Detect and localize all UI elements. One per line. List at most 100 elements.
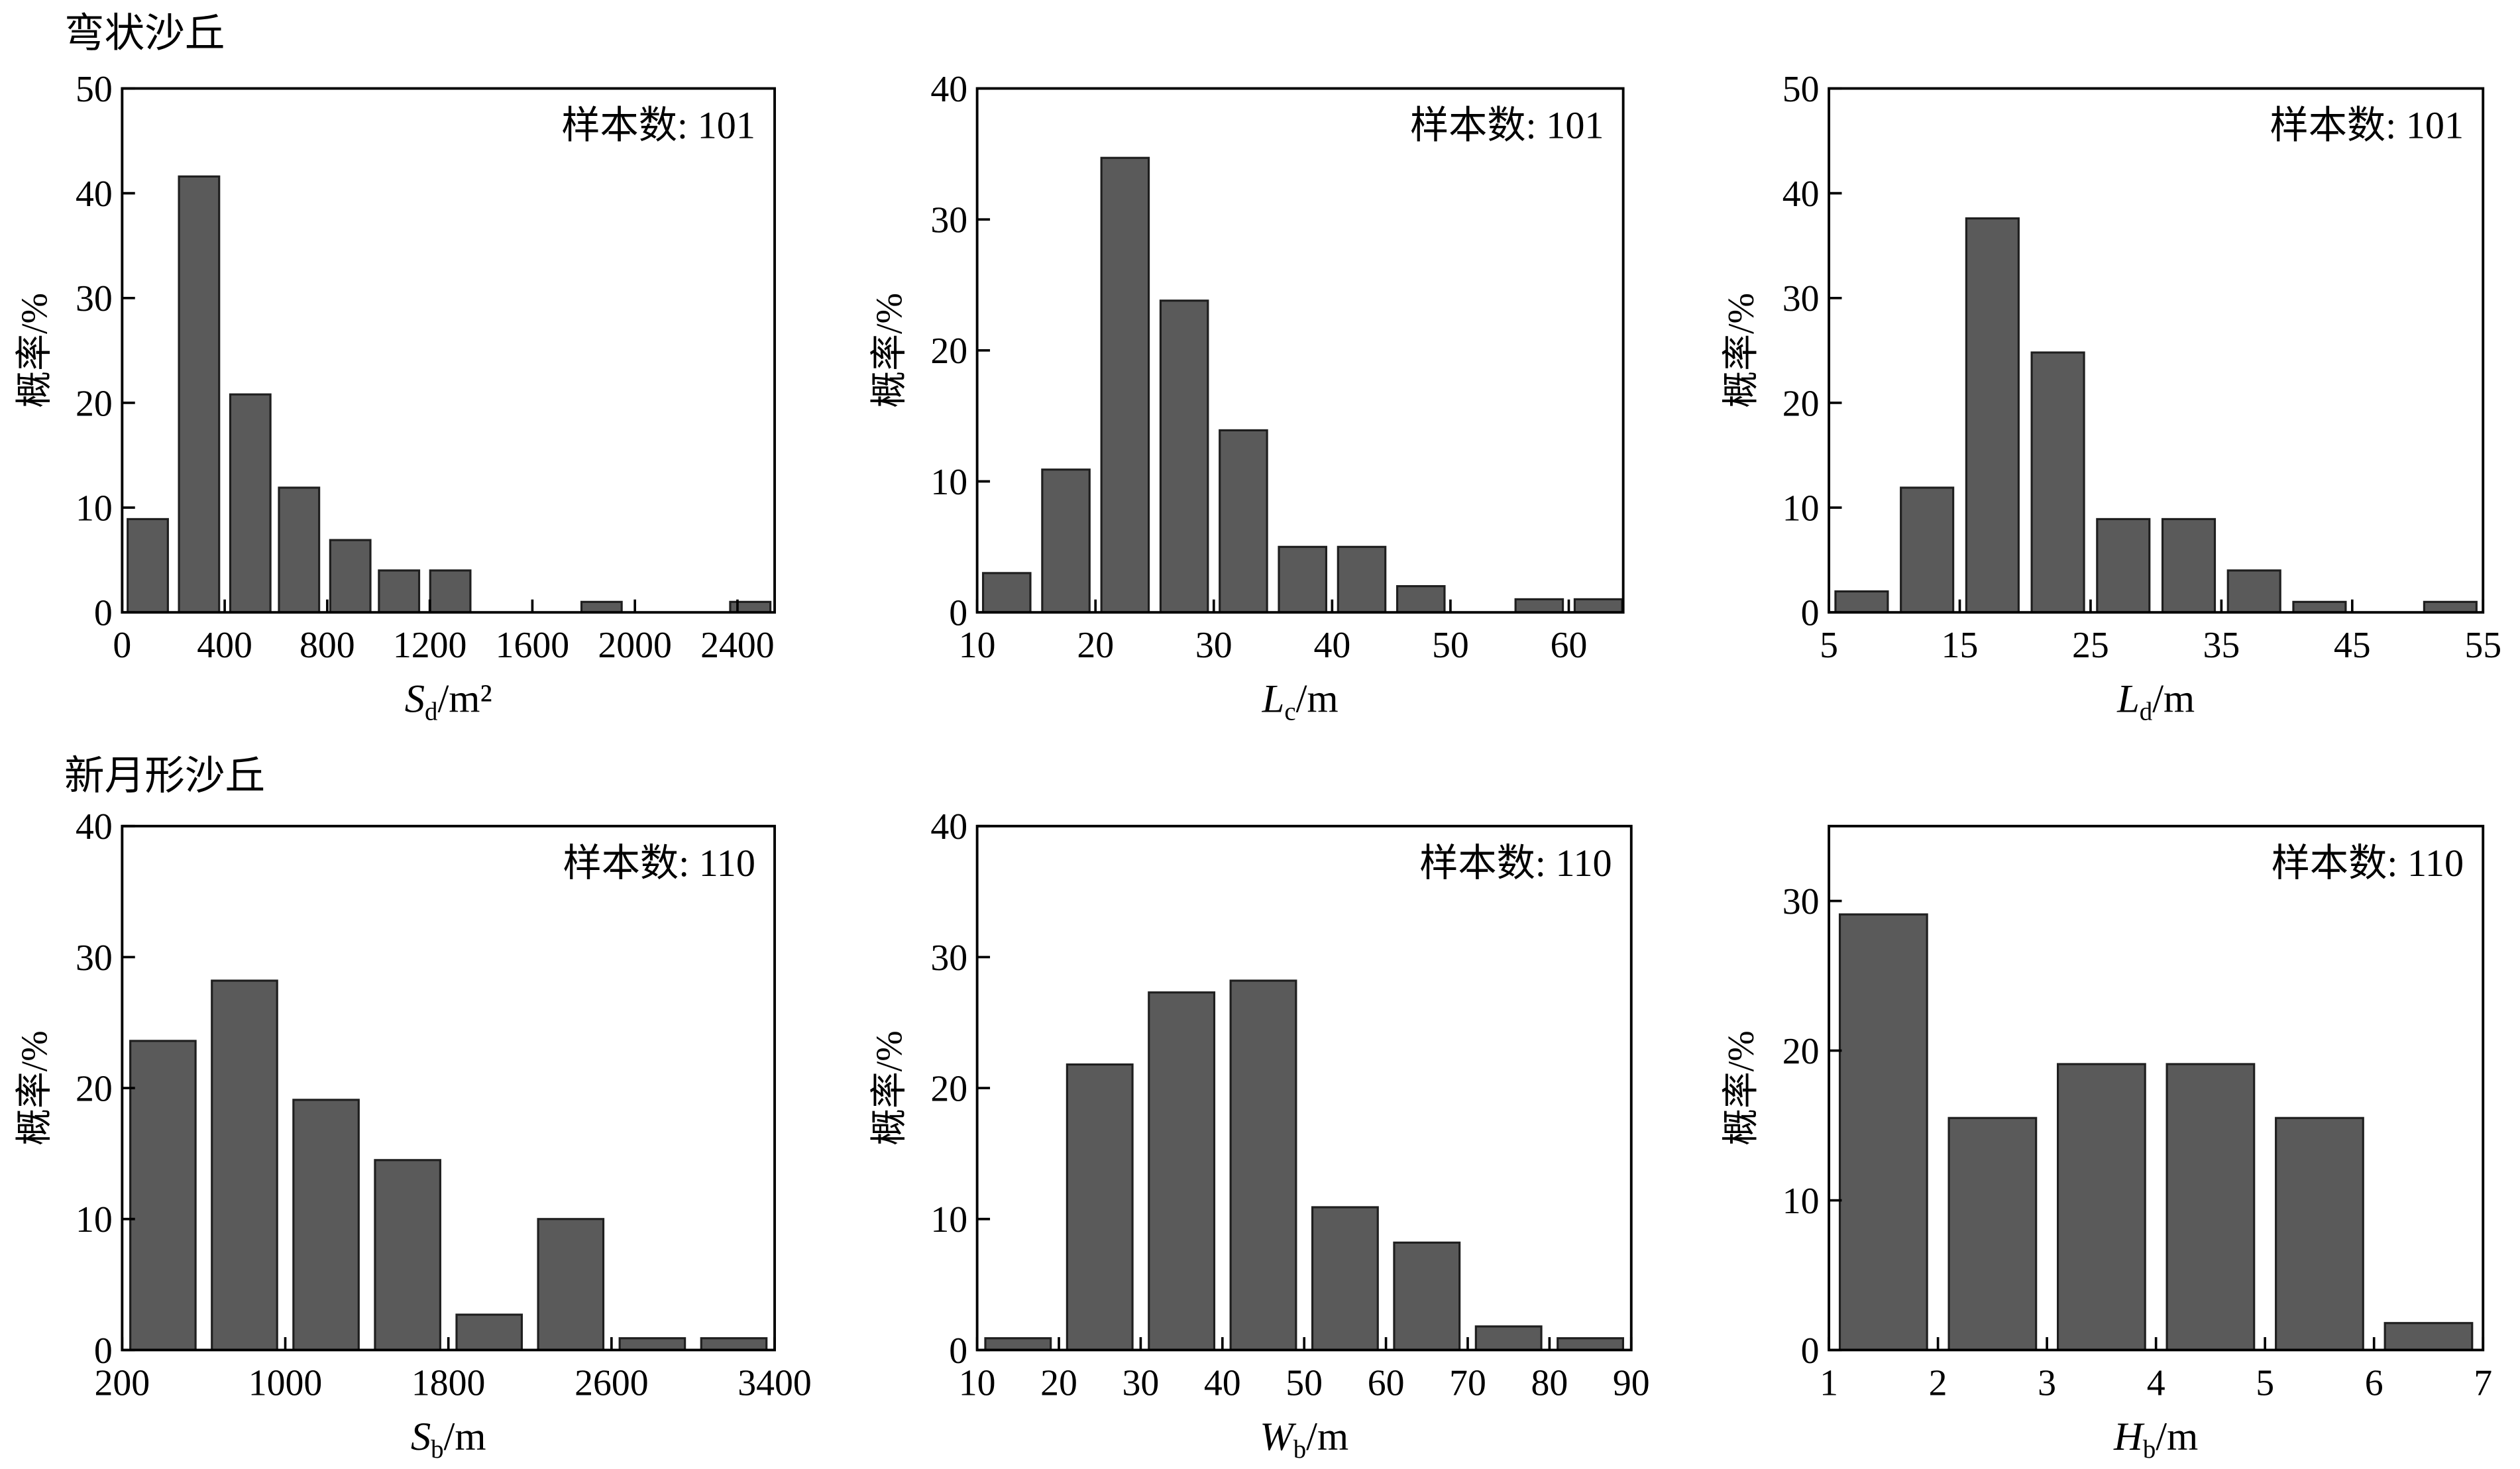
x-tick-label: 25 (2072, 625, 2109, 666)
histogram-bar (127, 517, 169, 614)
histogram-bar (1573, 598, 1623, 614)
plot-frame (975, 87, 1625, 614)
x-tick-label: 20 (1040, 1362, 1077, 1403)
x-tick-label: 1200 (393, 625, 467, 666)
histogram-bar (1834, 590, 1889, 614)
x-tick-label: 30 (1195, 625, 1233, 666)
histogram-bar (1219, 429, 1268, 614)
histogram-bar (178, 175, 221, 614)
sample-count-label: 样本数: 101 (1410, 104, 1604, 147)
plot-frame (1828, 87, 2485, 614)
axis-ticks: 1 2 3 4 5 6 7 0 10 20 30 (1782, 881, 2492, 1403)
histogram-bars (984, 979, 1624, 1351)
plot-frame (1828, 824, 2485, 1352)
x-tick-label: 45 (2334, 625, 2371, 666)
y-tick-label: 40 (930, 806, 967, 847)
histogram-bar (1100, 156, 1150, 614)
y-tick-label: 10 (930, 462, 967, 503)
x-axis-symbol: H (2113, 1415, 2145, 1459)
histogram-bar (1557, 1337, 1624, 1351)
y-tick-label: 10 (1782, 488, 1820, 529)
x-axis-label: Lc/m (1262, 677, 1339, 726)
y-tick-label: 20 (930, 1068, 967, 1109)
histogram-bars (981, 156, 1623, 614)
histogram-bar (1159, 299, 1209, 614)
histogram-bar (455, 1313, 523, 1351)
y-tick-label: 0 (1801, 593, 1820, 634)
x-tick-label: 80 (1531, 1362, 1568, 1403)
x-tick-label: 1000 (248, 1362, 323, 1403)
y-tick-label: 50 (76, 69, 113, 110)
histogram-bar (2292, 600, 2347, 614)
histogram-bar (1965, 217, 2020, 614)
x-axis-unit: /m (2152, 677, 2195, 722)
histogram-bars (129, 979, 768, 1351)
histogram-bar (981, 572, 1032, 614)
y-tick-label: 20 (76, 383, 113, 424)
x-axis-unit: /m (2156, 1415, 2198, 1459)
x-axis-subscript: d (2140, 698, 2152, 726)
x-tick-label: 7 (2474, 1362, 2492, 1403)
y-tick-label: 10 (1782, 1181, 1820, 1222)
x-tick-label: 1 (1820, 1362, 1838, 1403)
y-tick-label: 40 (1782, 174, 1820, 215)
x-axis-label: Wb/m (1260, 1415, 1348, 1464)
histogram-bar (1514, 598, 1564, 614)
y-tick-label: 40 (930, 69, 967, 110)
x-axis-subscript: b (2143, 1435, 2156, 1464)
sample-count-label: 样本数: 101 (2270, 104, 2464, 147)
y-tick-label: 40 (76, 806, 113, 847)
histogram-bar (580, 600, 623, 614)
axis-ticks: 0 400 800 1200 1600 2000 2400 0 10 20 30 40 50 (76, 69, 775, 666)
histogram-bar (1900, 486, 1955, 614)
histogram-bar (292, 1099, 360, 1351)
histogram-panel: 1 2 3 4 5 6 7 0 10 20 30 样本数: 110 概率/% Hb/m (1721, 824, 2492, 1464)
histogram-bar (2275, 1116, 2364, 1351)
histogram-bars (1834, 217, 2478, 614)
x-tick-label: 50 (1286, 1362, 1323, 1403)
y-tick-label: 30 (76, 278, 113, 319)
y-tick-label: 20 (76, 1068, 113, 1109)
histogram-panel: 200 1000 1800 2600 3400 0 10 20 30 40 样本数: 110 概率… (14, 806, 811, 1464)
y-tick-label: 0 (1801, 1331, 1820, 1372)
y-tick-label: 0 (94, 1331, 113, 1372)
y-tick-label: 30 (76, 938, 113, 979)
y-tick-label: 30 (930, 200, 967, 241)
y-tick-label: 10 (76, 488, 113, 529)
y-tick-label: 40 (76, 174, 113, 215)
x-tick-label: 1600 (496, 625, 570, 666)
histogram-bar (1311, 1206, 1379, 1351)
histogram-panel: 5 15 25 35 45 55 0 10 20 30 40 50 样本数: 101 概率/% Ld/… (1721, 69, 2501, 726)
histogram-bar (1838, 913, 1928, 1351)
x-axis-unit: /m² (437, 677, 492, 722)
y-axis-label: 概率/% (1721, 293, 1762, 408)
x-axis-subscript: b (1293, 1435, 1306, 1464)
x-axis-symbol: L (2116, 677, 2140, 722)
x-axis-subscript: c (1284, 698, 1295, 726)
x-axis-label: Hb/m (2113, 1415, 2198, 1464)
x-tick-label: 2 (1929, 1362, 1947, 1403)
histogram-bar (2057, 1063, 2146, 1351)
x-tick-label: 40 (1313, 625, 1350, 666)
y-axis-label: 概率/% (14, 1030, 55, 1145)
x-tick-label: 5 (1820, 625, 1838, 666)
y-axis-label: 概率/% (14, 293, 55, 408)
x-tick-label: 2000 (598, 625, 672, 666)
x-tick-label: 200 (95, 1362, 150, 1403)
histogram-bar (2383, 1322, 2474, 1351)
section-title: 弯状沙丘 (64, 11, 225, 56)
y-tick-label: 20 (1782, 1031, 1820, 1072)
x-axis-unit: /m (444, 1415, 486, 1459)
plot-frame (975, 824, 1633, 1352)
histogram-bar (537, 1218, 605, 1351)
x-axis-symbol: W (1260, 1415, 1297, 1459)
y-axis-label: 概率/% (869, 1030, 910, 1145)
x-tick-label: 15 (1942, 625, 1979, 666)
y-tick-label: 30 (930, 938, 967, 979)
x-tick-label: 5 (2256, 1362, 2274, 1403)
histogram-bar (2096, 517, 2151, 614)
histogram-bar (374, 1159, 441, 1351)
histogram-bar (618, 1337, 686, 1351)
